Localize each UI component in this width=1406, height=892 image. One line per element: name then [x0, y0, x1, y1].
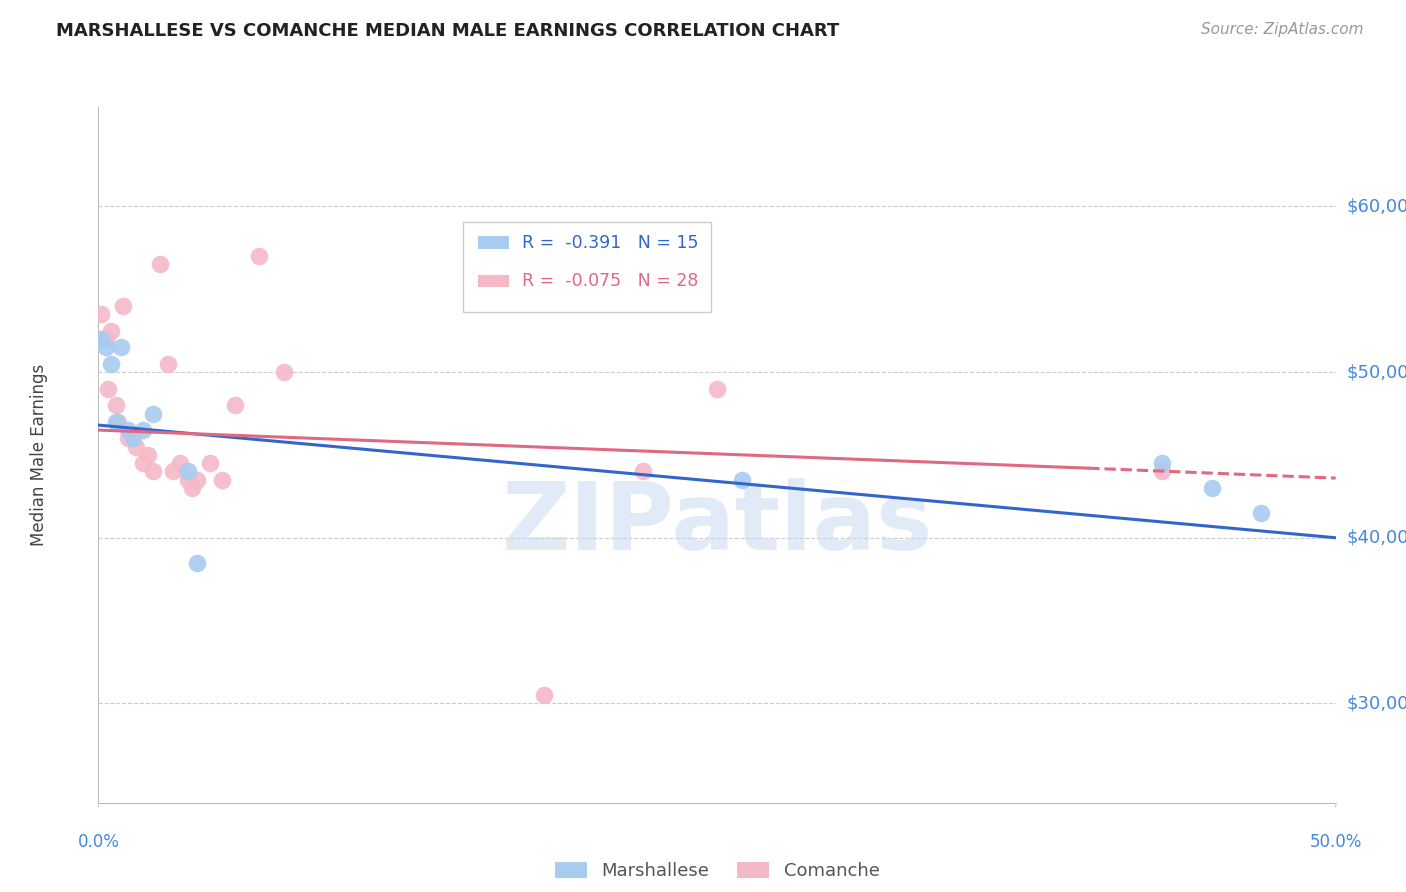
Point	[631, 465, 654, 479]
Point	[273, 365, 295, 379]
Text: R =  -0.075   N = 28: R = -0.075 N = 28	[522, 272, 699, 290]
Point	[162, 465, 184, 479]
Point	[181, 481, 204, 495]
Point	[169, 456, 191, 470]
Point	[1152, 465, 1174, 479]
Point	[117, 431, 139, 445]
Point	[1201, 481, 1223, 495]
Point	[1250, 506, 1272, 520]
Point	[110, 340, 132, 354]
Point	[533, 688, 555, 702]
Point	[117, 423, 139, 437]
Point	[122, 431, 145, 445]
Text: Source: ZipAtlas.com: Source: ZipAtlas.com	[1201, 22, 1364, 37]
Point	[104, 415, 127, 429]
Point	[156, 357, 179, 371]
Text: $40,000: $40,000	[1347, 529, 1406, 547]
Point	[100, 357, 122, 371]
Bar	[478, 275, 509, 287]
Point	[124, 440, 146, 454]
Point	[132, 423, 155, 437]
Point	[107, 415, 129, 429]
Point	[94, 340, 117, 354]
Point	[224, 398, 246, 412]
Text: $60,000: $60,000	[1347, 197, 1406, 216]
Point	[247, 249, 270, 263]
FancyBboxPatch shape	[464, 222, 711, 312]
Text: R =  -0.391   N = 15: R = -0.391 N = 15	[522, 234, 699, 252]
Point	[1152, 456, 1174, 470]
Point	[211, 473, 233, 487]
Point	[97, 382, 120, 396]
Text: $30,000: $30,000	[1347, 694, 1406, 713]
Point	[94, 332, 117, 346]
Point	[186, 473, 208, 487]
Text: MARSHALLESE VS COMANCHE MEDIAN MALE EARNINGS CORRELATION CHART: MARSHALLESE VS COMANCHE MEDIAN MALE EARN…	[56, 22, 839, 40]
Point	[731, 473, 754, 487]
Point	[198, 456, 221, 470]
Point	[112, 299, 135, 313]
Point	[136, 448, 159, 462]
Bar	[478, 236, 509, 249]
Point	[104, 398, 127, 412]
Point	[90, 307, 112, 321]
Point	[142, 407, 165, 421]
Point	[176, 465, 198, 479]
Point	[706, 382, 728, 396]
Text: 0.0%: 0.0%	[77, 833, 120, 851]
Point	[100, 324, 122, 338]
Legend: Marshallese, Comanche: Marshallese, Comanche	[547, 855, 887, 888]
Text: 50.0%: 50.0%	[1309, 833, 1362, 851]
Point	[176, 473, 198, 487]
Point	[149, 257, 172, 271]
Point	[142, 465, 165, 479]
Text: $50,000: $50,000	[1347, 363, 1406, 381]
Point	[186, 556, 208, 570]
Point	[132, 456, 155, 470]
Text: Median Male Earnings: Median Male Earnings	[30, 364, 48, 546]
Text: ZIPatlas: ZIPatlas	[502, 478, 932, 571]
Point	[90, 332, 112, 346]
